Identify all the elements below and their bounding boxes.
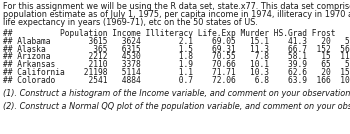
Text: (1). Construct a histogram of the Income variable, and comment on your observati: (1). Construct a histogram of the Income… [3,89,350,98]
Text: ## Alabama        3615   3624        2.1    69.05   15.1    41.3   20   50708: ## Alabama 3615 3624 2.1 69.05 15.1 41.3… [3,37,350,46]
Text: ## Colorado       2541   4884        0.7    72.06    6.8    63.9  166  103766: ## Colorado 2541 4884 0.7 72.06 6.8 63.9… [3,76,350,85]
Text: For this assignment we will be using the R data set, state.x77. This data set co: For this assignment we will be using the… [3,2,350,11]
Text: ##          Population Income Illiteracy Life.Exp Murder HS.Grad Frost    Area: ## Population Income Illiteracy Life.Exp… [3,29,350,38]
Text: ## California    21198   5114        1.1    71.71   10.3    62.6   20  156361: ## California 21198 5114 1.1 71.71 10.3 … [3,68,350,77]
Text: ## Arkansas       2110   3378        1.9    70.66   10.1    39.9   65   51945: ## Arkansas 2110 3378 1.9 70.66 10.1 39.… [3,60,350,69]
Text: ## Arizona        2212   4530        1.8    70.55    7.8    58.1   15  113417: ## Arizona 2212 4530 1.8 70.55 7.8 58.1 … [3,52,350,61]
Text: (2). Construct a Normal QQ plot of the population variable, and comment on your : (2). Construct a Normal QQ plot of the p… [3,103,350,111]
Text: ## Alaska          365   6315        1.5    69.31   11.3    66.7  152  566432: ## Alaska 365 6315 1.5 69.31 11.3 66.7 1… [3,44,350,53]
Text: life expectancy in years (1969-71), etc on the 50 states of US.: life expectancy in years (1969-71), etc … [3,18,258,27]
Text: population estimate as of July 1, 1975, per capita income in 1974, illiteracy in: population estimate as of July 1, 1975, … [3,10,350,19]
